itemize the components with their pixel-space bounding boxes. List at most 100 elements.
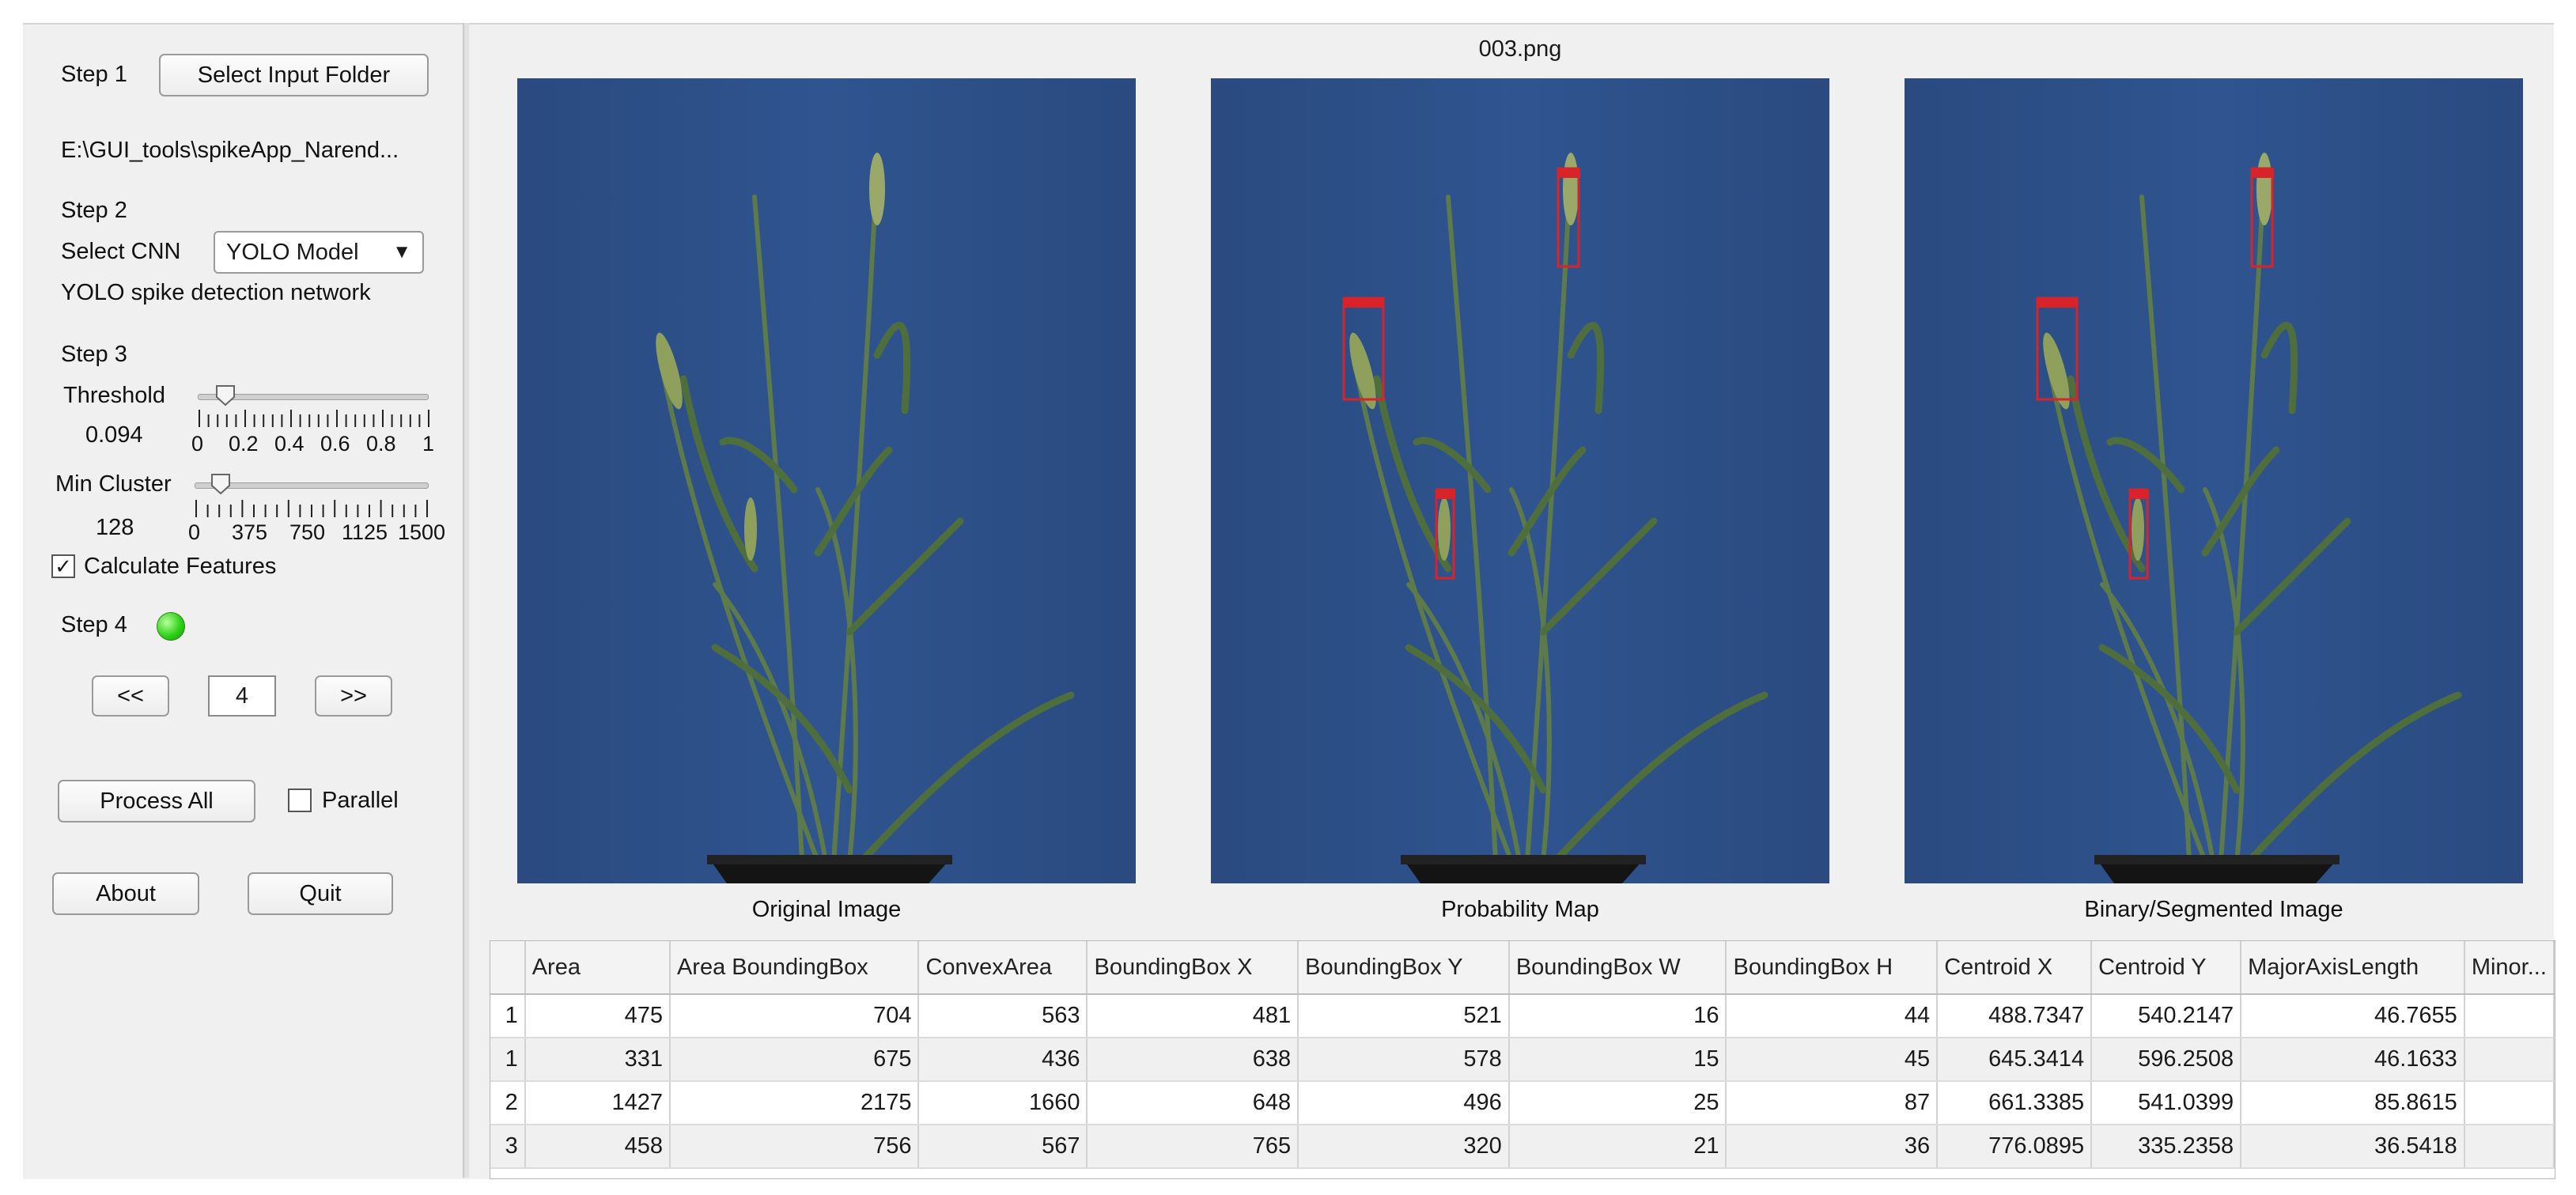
cnn-description: YOLO spike detection network (61, 280, 371, 305)
min-cluster-slider-thumb[interactable] (210, 473, 231, 495)
table-cell: 1 (490, 1038, 526, 1082)
plant-image (1905, 78, 2523, 883)
min-cluster-ticks (195, 500, 428, 517)
min-cluster-tick-label: 0 (188, 520, 201, 544)
threshold-slider[interactable] (198, 394, 429, 400)
detection-box (2128, 488, 2149, 580)
min-cluster-tick-label: 375 (232, 520, 268, 544)
background (517, 78, 1136, 883)
table-cell: 44 (1726, 994, 1939, 1038)
table-header-cell[interactable]: BoundingBox H (1726, 941, 1939, 995)
detection-boxes (2036, 167, 2274, 580)
table-cell: 496 (1298, 1081, 1510, 1125)
original-image-caption: Original Image (751, 897, 902, 922)
table-cell: 675 (669, 1038, 920, 1082)
table-cell: 436 (918, 1038, 1088, 1082)
features-table[interactable]: Area Area BoundingBox ConvexArea BoundingBo… (490, 940, 2555, 1179)
chevron-down-icon: ▼ (392, 241, 411, 263)
table-header-cell[interactable]: Area (524, 941, 671, 995)
table-cell: 46.1633 (2241, 1038, 2465, 1082)
table-cell: 46.7655 (2241, 994, 2465, 1038)
parallel-label: Parallel (322, 788, 399, 813)
table-cell: 645.3414 (1937, 1038, 2093, 1082)
table-cell: 87 (1726, 1081, 1939, 1125)
threshold-slider-thumb[interactable] (215, 384, 236, 407)
input-folder-path: E:\GUI_tools\spikeApp_Narend... (61, 138, 399, 163)
min-cluster-tick-label: 1125 (342, 520, 388, 544)
detection-box (2036, 297, 2079, 401)
parallel-checkbox[interactable] (288, 788, 312, 812)
probability-map-caption: Probability Map (1441, 897, 1599, 922)
table-cell: 25 (1508, 1081, 1727, 1125)
table-cell: 3 (490, 1125, 526, 1169)
threshold-ticks (199, 410, 429, 427)
threshold-tick-label: 1 (422, 432, 435, 456)
about-button[interactable]: About (52, 872, 199, 915)
status-lamp-icon (157, 612, 185, 641)
next-image-button[interactable]: >> (315, 675, 392, 717)
detection-box-label (2252, 168, 2274, 178)
table-cell: 756 (669, 1125, 920, 1169)
table-row[interactable]: 1 475 704 563 481 521 16 44 488.7347 540.2147 46.7… (490, 994, 2555, 1038)
table-header-cell[interactable]: Minor... (2464, 941, 2555, 995)
pot (711, 861, 948, 883)
cnn-model-dropdown[interactable]: YOLO Model ▼ (214, 231, 424, 274)
panel-divider[interactable] (463, 23, 469, 1178)
spike (2132, 497, 2144, 561)
table-cell (2464, 1038, 2555, 1082)
table-cell: 1427 (524, 1081, 671, 1125)
table-header-cell[interactable]: BoundingBox W (1508, 941, 1727, 995)
detection-box (1342, 297, 1385, 401)
previous-image-button[interactable]: << (92, 675, 169, 717)
pot-rim (2094, 855, 2340, 864)
spike (656, 332, 683, 410)
detection-box-label (1344, 298, 1383, 308)
threshold-tick-label: 0.6 (320, 432, 350, 456)
select-cnn-label: Select CNN (61, 239, 181, 264)
select-input-folder-button[interactable]: Select Input Folder (159, 54, 429, 96)
table-cell: 567 (918, 1125, 1088, 1169)
detection-box-label (1436, 490, 1455, 499)
threshold-tick-label: 0.4 (274, 432, 305, 456)
table-row[interactable]: 2 1427 2175 1660 648 496 25 87 661.3385 541.0399 8… (490, 1081, 2555, 1125)
table-header-cell[interactable]: BoundingBox X (1087, 941, 1299, 995)
table-cell: 648 (1087, 1081, 1299, 1125)
step4-label: Step 4 (61, 612, 127, 637)
table-cell: 45 (1726, 1038, 1939, 1082)
min-cluster-slider[interactable] (195, 482, 429, 489)
table-cell (2464, 1125, 2555, 1169)
step3-label: Step 3 (61, 342, 127, 367)
table-row[interactable]: 3 458 756 567 765 320 21 36 776.0895 335.2358 36.5… (490, 1125, 2555, 1169)
table-cell: 488.7347 (1937, 994, 2093, 1038)
pot-rim (707, 855, 952, 864)
step2-label: Step 2 (61, 198, 127, 223)
quit-button[interactable]: Quit (248, 872, 393, 915)
table-header-cell[interactable]: Centroid Y (2091, 941, 2242, 995)
table-header-cell[interactable]: Area BoundingBox (669, 941, 920, 995)
min-cluster-tick-label: 750 (289, 520, 326, 544)
table-cell (2464, 994, 2555, 1038)
table-cell: 578 (1298, 1038, 1510, 1082)
calculate-features-checkbox[interactable]: ✓ (51, 554, 75, 578)
calculate-features-label: Calculate Features (84, 554, 277, 579)
table-header-cell[interactable]: BoundingBox Y (1298, 941, 1510, 995)
table-cell: 475 (524, 994, 671, 1038)
table-cell: 21 (1508, 1125, 1727, 1169)
process-all-button[interactable]: Process All (58, 780, 255, 823)
table-header-cell[interactable] (490, 941, 526, 995)
threshold-label: Threshold (63, 383, 165, 408)
probability-map-image (1211, 78, 1829, 883)
image-index-input[interactable]: 4 (208, 675, 276, 717)
plant (2043, 153, 2462, 883)
table-row[interactable]: 1 331 675 436 638 578 15 45 645.3414 596.2508 46.1… (490, 1038, 2555, 1082)
table-header-cell[interactable]: MajorAxisLength (2241, 941, 2465, 995)
table-cell: 776.0895 (1937, 1125, 2093, 1169)
table-header-cell[interactable]: ConvexArea (918, 941, 1088, 995)
table-header-row: Area Area BoundingBox ConvexArea BoundingBo… (490, 941, 2555, 995)
table-cell: 331 (524, 1038, 671, 1082)
min-cluster-tick-label: 1500 (398, 520, 446, 544)
spike (744, 497, 757, 561)
table-cell: 541.0399 (2091, 1081, 2242, 1125)
threshold-value: 0.094 (85, 422, 143, 448)
table-header-cell[interactable]: Centroid X (1937, 941, 2093, 995)
